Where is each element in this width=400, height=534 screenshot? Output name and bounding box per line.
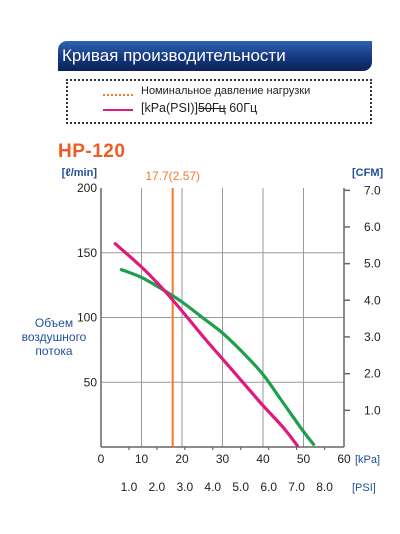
psi-tick-label: 7.0 (288, 480, 305, 494)
legend-curve-prefix: [kPa(PSI)] (141, 101, 198, 115)
model-name: HP-120 (58, 141, 126, 162)
legend-rated-swatch (103, 94, 133, 96)
cfm-tick-label: 1.0 (364, 403, 381, 417)
legend-curve-60hz: 60Гц (225, 101, 258, 115)
rated-pressure-label: 17.7(2.57) (145, 169, 200, 183)
y-tick-label: 100 (77, 311, 97, 325)
legend: Номинальное давление нагрузки [kPa(PSI)]… (66, 79, 372, 124)
x-tick-label: 0 (98, 452, 105, 466)
psi-tick-label: 2.0 (149, 480, 166, 494)
y-tick-label: 50 (84, 375, 98, 389)
x-tick-label: 40 (256, 452, 270, 466)
psi-tick-label: 4.0 (204, 480, 221, 494)
y-axis-title-line: Объем (34, 316, 74, 330)
y-tick-label: 200 (77, 181, 97, 195)
cfm-tick-label: 3.0 (364, 330, 381, 344)
x-tick-label: 10 (135, 452, 149, 466)
psi-tick-label: 6.0 (260, 480, 277, 494)
y-axis-title: Объем воздушного потока (14, 316, 94, 358)
x-tick-label: 60 (337, 452, 351, 466)
psi-tick-label: 3.0 (176, 480, 193, 494)
legend-rated-label: Номинальное давление нагрузки (141, 85, 311, 97)
psi-tick-label: 8.0 (316, 480, 333, 494)
series-60hz-line (113, 242, 299, 448)
legend-curve-label: [kPa(PSI)]50Гц 60Гц (141, 101, 257, 115)
y-axis-title-line: потока (35, 344, 73, 358)
y-axis-title-line: воздушного (21, 330, 87, 344)
cfm-tick-label: 4.0 (364, 293, 381, 307)
x-tick-label: 20 (175, 452, 189, 466)
x-tick-label: 30 (216, 452, 230, 466)
y-unit-left: [ℓ/min] (62, 167, 98, 179)
y-unit-right: [CFM] (352, 167, 383, 179)
legend-curve-swatch (103, 109, 133, 111)
x-unit-kpa: [kPa] (355, 454, 380, 466)
cfm-tick-label: 6.0 (364, 220, 381, 234)
cfm-tick-label: 5.0 (364, 257, 381, 271)
y-tick-label: 150 (77, 246, 97, 260)
cfm-tick-label: 2.0 (364, 367, 381, 381)
x-tick-label: 50 (297, 452, 311, 466)
psi-tick-label: 5.0 (232, 480, 249, 494)
psi-tick-label: 1.0 (121, 480, 138, 494)
legend-curve-50hz: 50Гц (197, 101, 226, 115)
cfm-tick-label: 7.0 (364, 183, 381, 197)
x-unit-psi: [PSI] (352, 482, 376, 494)
page-title: Кривая производительности (58, 41, 372, 71)
series-50hz-line (119, 268, 316, 446)
